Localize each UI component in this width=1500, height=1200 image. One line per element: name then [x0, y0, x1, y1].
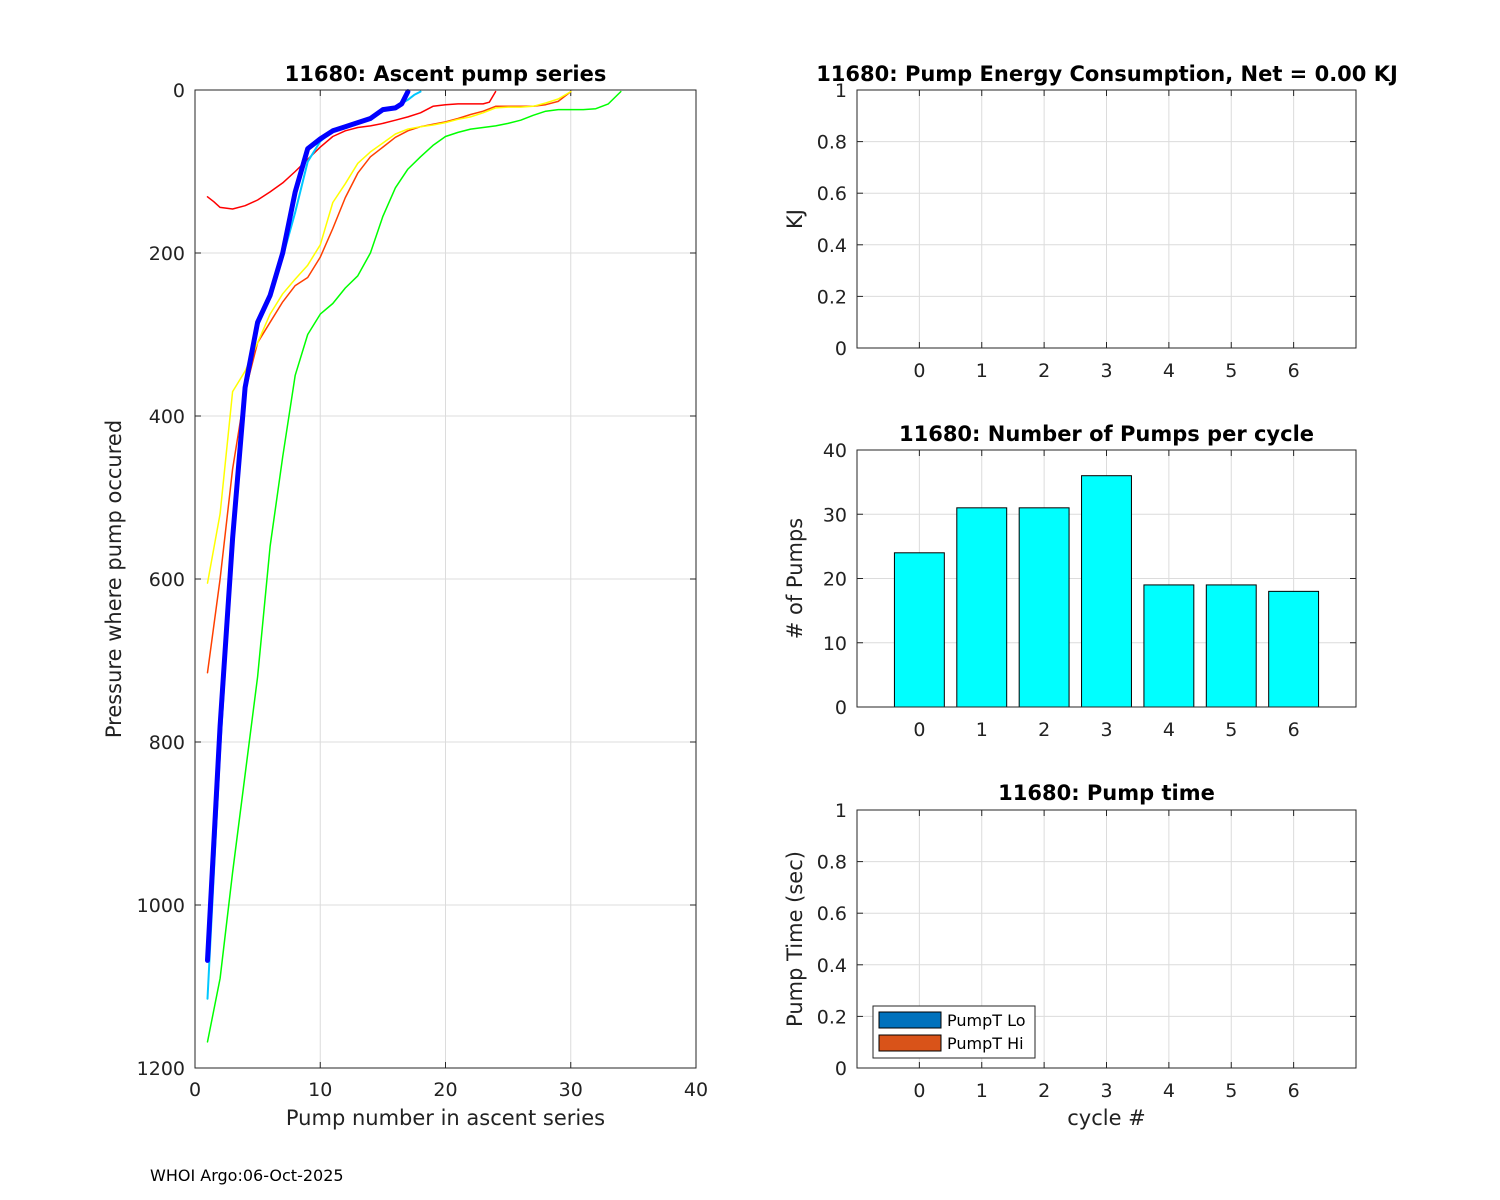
- series-line-2: [206, 90, 572, 674]
- legend-label-1: PumpT Hi: [947, 1034, 1024, 1053]
- y-tick-label: 0: [173, 80, 185, 102]
- x-tick-label: 1: [976, 1080, 988, 1102]
- x-tick-label: 0: [189, 1079, 201, 1101]
- series-line-5: [205, 89, 411, 963]
- series-line-4: [206, 90, 422, 1000]
- y-tick-label: 400: [149, 406, 185, 428]
- bar-1: [956, 507, 1008, 708]
- chart-title: 11680: Ascent pump series: [285, 62, 607, 86]
- y-axis-label: KJ: [783, 209, 807, 229]
- bar-3: [1081, 475, 1132, 708]
- series-line-3: [206, 90, 572, 584]
- x-tick-label: 0: [913, 1080, 925, 1102]
- y-tick-label: 0: [835, 697, 847, 719]
- y-tick-label: 0.6: [817, 903, 847, 925]
- y-tick-label: 800: [149, 732, 185, 754]
- y-tick-label: 0.4: [817, 955, 847, 977]
- y-tick-label: 0.6: [817, 183, 847, 205]
- y-tick-label: 40: [823, 440, 847, 462]
- y-tick-label: 30: [823, 504, 847, 526]
- y-tick-label: 1200: [137, 1058, 185, 1080]
- x-tick-label: 10: [308, 1079, 332, 1101]
- y-axis-label: # of Pumps: [783, 518, 807, 640]
- x-tick-label: 1: [976, 360, 988, 382]
- x-tick-label: 3: [1100, 360, 1112, 382]
- x-tick-label: 40: [684, 1079, 708, 1101]
- pump-time-chart: 0 1 2 3 4 5 6 0 0.2 0.4 0.6 0.8 1 11680: Pump time cyc…: [783, 781, 1357, 1130]
- series-line-1: [206, 90, 497, 210]
- y-tick-label: 1000: [137, 895, 185, 917]
- x-tick-label: 2: [1038, 1080, 1050, 1102]
- y-tick-label: 0: [835, 338, 847, 360]
- x-tick-label: 5: [1225, 719, 1237, 741]
- x-tick-label: 6: [1288, 1080, 1300, 1102]
- legend-swatch-1: [878, 1034, 942, 1052]
- x-tick-label: 20: [433, 1079, 457, 1101]
- y-axis-label: Pressure where pump occured: [102, 420, 126, 738]
- x-tick-label: 2: [1038, 360, 1050, 382]
- x-tick-label: 5: [1225, 1080, 1237, 1102]
- y-tick-label: 0.8: [817, 852, 847, 874]
- chart-title: 11680: Pump time: [998, 781, 1215, 805]
- legend-swatch-0: [878, 1011, 942, 1029]
- x-axis-label: Pump number in ascent series: [286, 1106, 605, 1130]
- y-tick-label: 0.8: [817, 132, 847, 154]
- x-tick-label: 3: [1100, 719, 1112, 741]
- y-tick-label: 200: [149, 243, 185, 265]
- y-tick-label: 0.2: [817, 1006, 847, 1028]
- x-tick-label: 4: [1163, 719, 1175, 741]
- y-tick-label: 0.2: [817, 286, 847, 308]
- y-tick-label: 1: [835, 80, 847, 102]
- y-tick-label: 0.4: [817, 235, 847, 257]
- footer-stamp: WHOI Argo:06-Oct-2025: [150, 1166, 344, 1185]
- x-tick-label: 0: [913, 360, 925, 382]
- chart-title: 11680: Number of Pumps per cycle: [899, 422, 1314, 446]
- pumps-per-cycle-chart: 0 1 2 3 4 5 6 0 10 20 30 40 11680: Number of Pumps p…: [783, 422, 1357, 741]
- legend-label-0: PumpT Lo: [947, 1011, 1026, 1030]
- y-tick-label: 600: [149, 569, 185, 591]
- x-tick-label: 30: [559, 1079, 583, 1101]
- x-tick-label: 5: [1225, 360, 1237, 382]
- y-tick-label: 0: [835, 1058, 847, 1080]
- bar-0: [893, 552, 945, 708]
- x-tick-label: 6: [1288, 719, 1300, 741]
- bar-6: [1268, 590, 1320, 708]
- x-tick-label: 4: [1163, 360, 1175, 382]
- x-tick-label: 1: [976, 719, 988, 741]
- x-tick-label: 4: [1163, 1080, 1175, 1102]
- ascent-axes-frame: [194, 89, 697, 1069]
- bar-5: [1205, 584, 1257, 708]
- bar-2: [1018, 507, 1070, 708]
- x-tick-label: 2: [1038, 719, 1050, 741]
- x-axis-label: cycle #: [1067, 1106, 1146, 1130]
- x-tick-label: 0: [913, 719, 925, 741]
- y-axis-label: Pump Time (sec): [783, 851, 807, 1027]
- y-tick-label: 10: [823, 633, 847, 655]
- pumptime-axes-frame: [856, 809, 1357, 1069]
- series-line-0: [206, 90, 622, 1043]
- bar-4: [1143, 584, 1195, 708]
- y-tick-label: 1: [835, 800, 847, 822]
- y-tick-label: 20: [823, 569, 847, 591]
- x-tick-label: 6: [1288, 360, 1300, 382]
- x-tick-label: 3: [1100, 1080, 1112, 1102]
- energy-axes-frame: [856, 89, 1357, 349]
- pumps-axes-frame: [856, 449, 1357, 708]
- chart-title: 11680: Pump Energy Consumption, Net = 0.…: [816, 62, 1398, 86]
